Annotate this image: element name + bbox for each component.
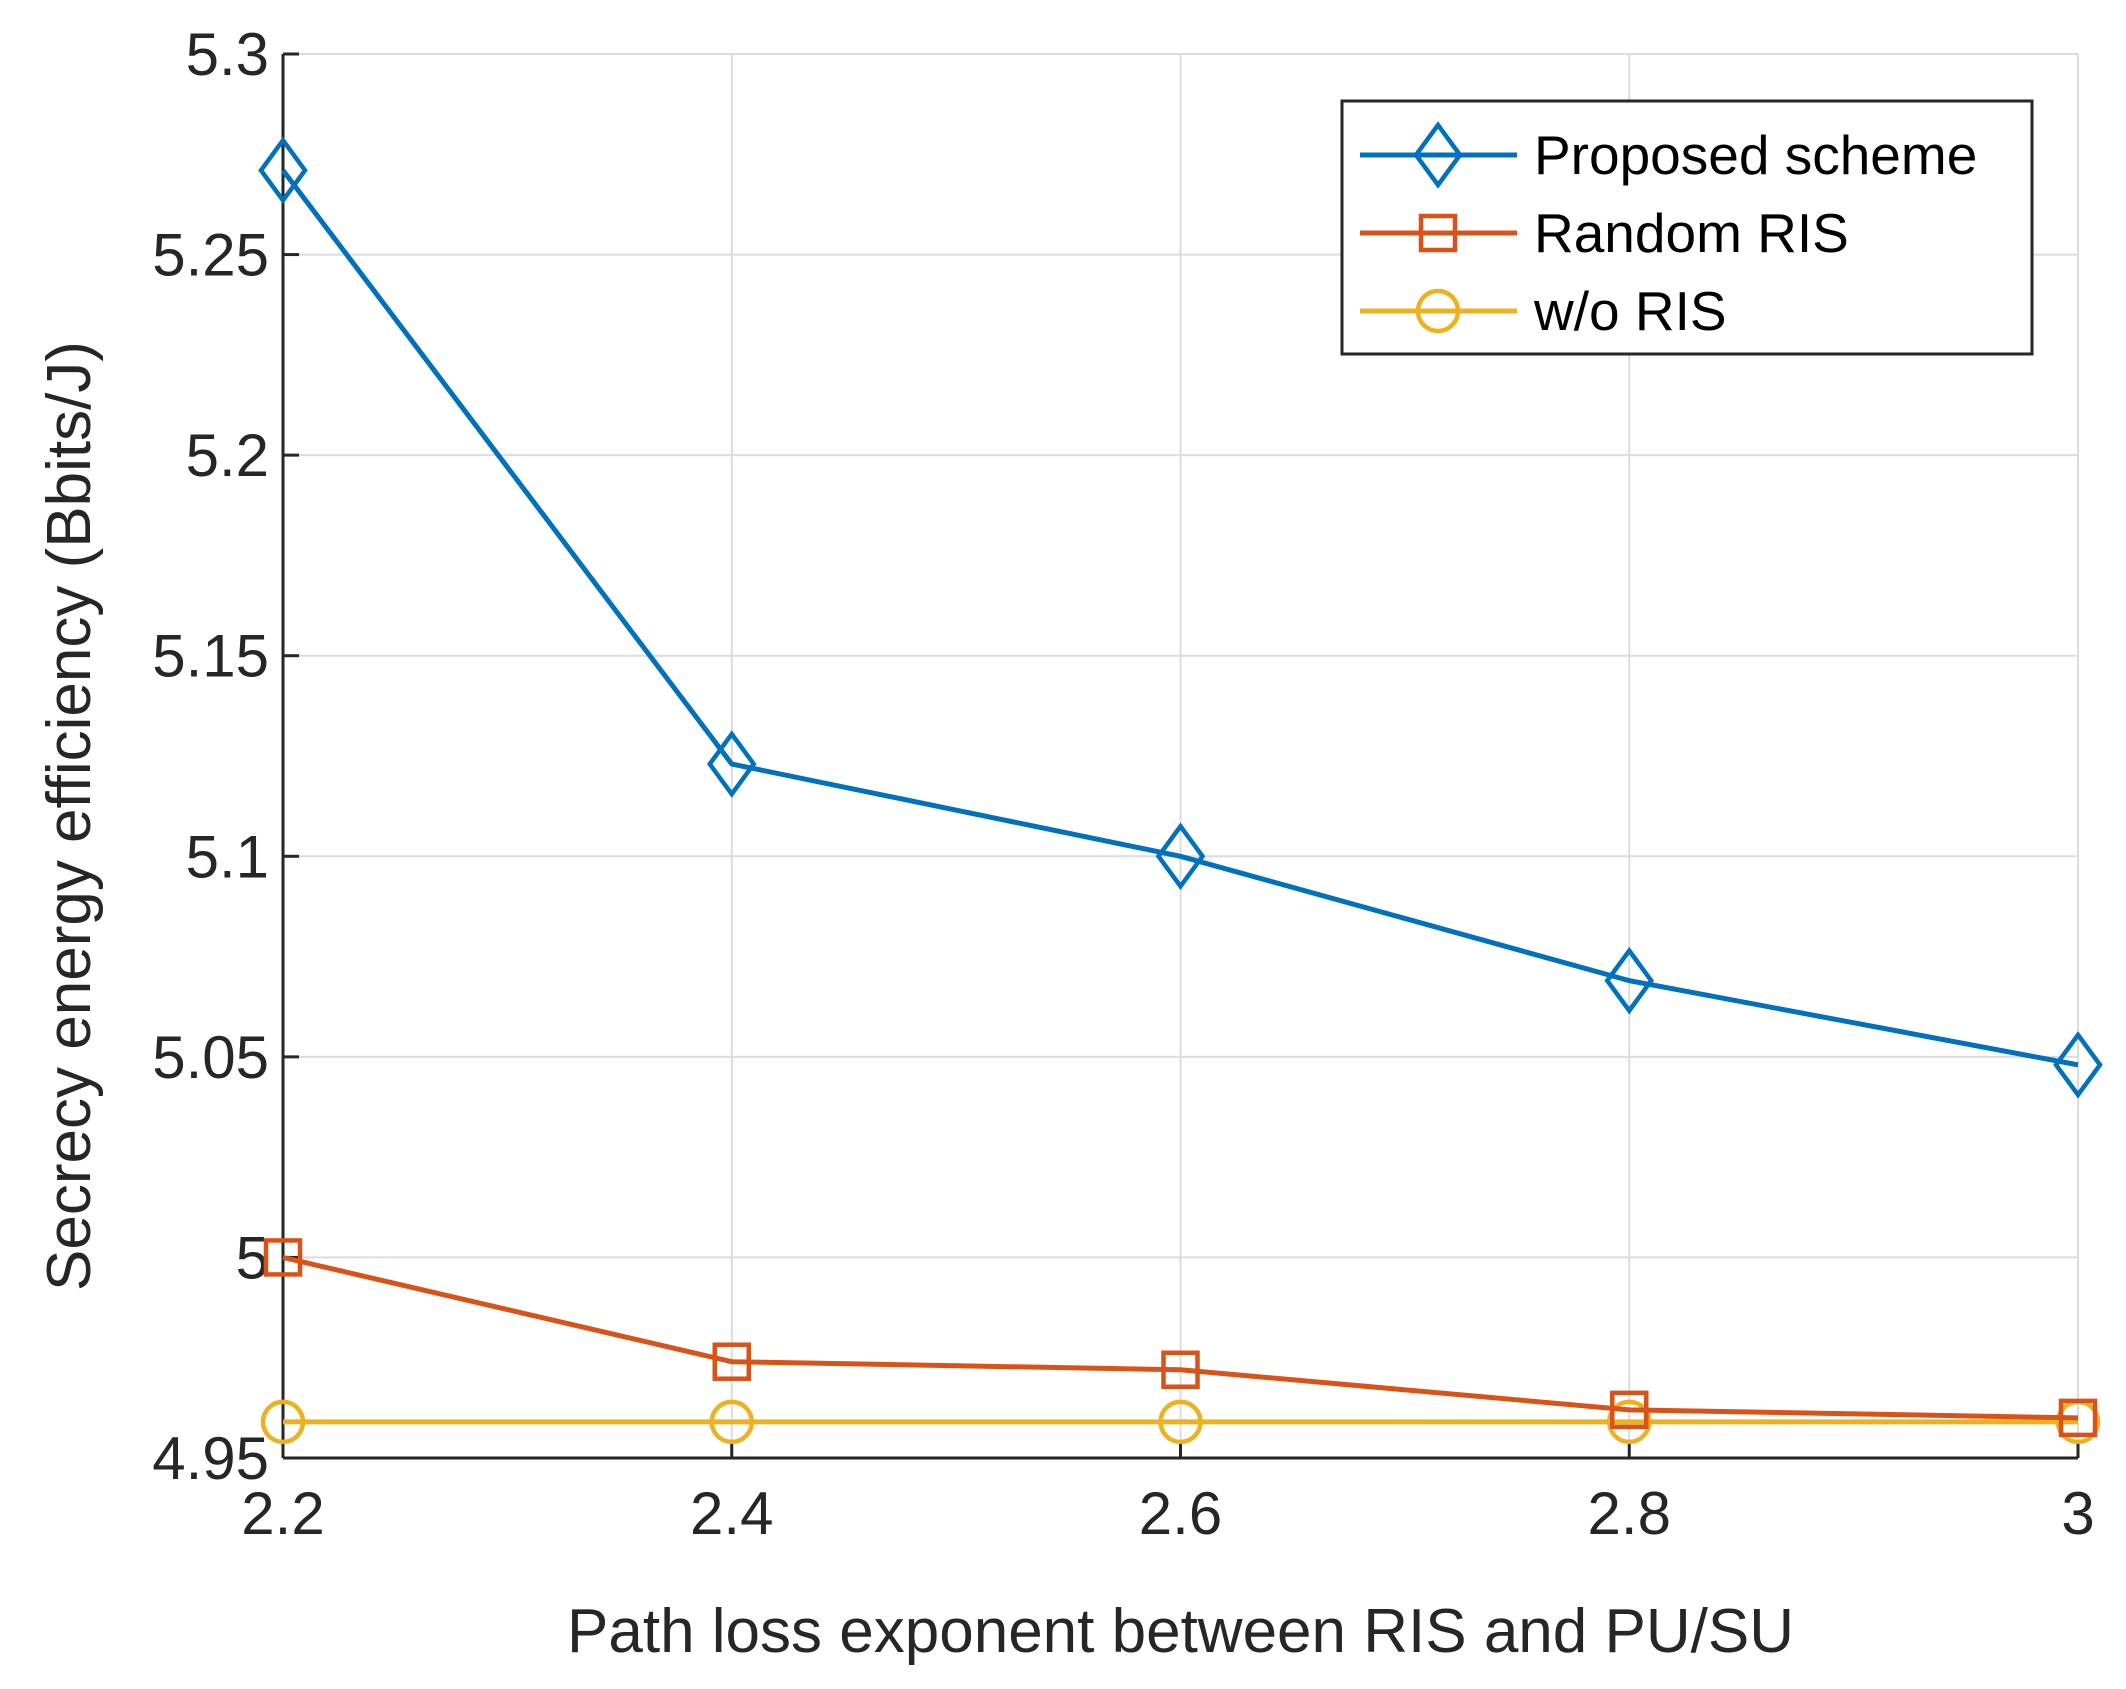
y-axis-ticks: 4.95 5 5.05 5.1 5.15 5.2 5.25 5.3 xyxy=(152,21,299,1492)
legend-marker-circle xyxy=(1415,288,1461,334)
legend-label: w/o RIS xyxy=(1533,280,1727,342)
x-tick-label: 2.4 xyxy=(690,1480,773,1547)
data-point-circle xyxy=(260,1399,306,1445)
legend: Proposed scheme Random RIS w/o RIS xyxy=(1340,99,2034,356)
x-tick-label: 3 xyxy=(2061,1480,2094,1547)
series-line xyxy=(282,1254,2079,1421)
legend-item: w/o RIS xyxy=(1360,280,1727,342)
x-tick-label: 2.8 xyxy=(1588,1480,1671,1547)
x-axis-ticks: 2.2 2.4 2.6 2.8 3 xyxy=(241,1442,2095,1547)
data-point-circle xyxy=(1158,1399,1203,1445)
y-tick-label: 5.25 xyxy=(152,222,269,289)
data-point-square xyxy=(2058,1398,2098,1438)
data-point-diamond xyxy=(2053,1031,2103,1099)
data-point-square xyxy=(1610,1390,1649,1430)
data-point-diamond xyxy=(258,136,308,205)
series-line xyxy=(281,168,2079,1068)
data-series xyxy=(258,136,2103,1445)
legend-marker-square xyxy=(1418,213,1458,253)
y-tick-label: 5 xyxy=(236,1224,269,1291)
data-point-circle xyxy=(1607,1399,1652,1445)
x-tick-label: 2.2 xyxy=(241,1480,324,1547)
y-tick-label: 5.1 xyxy=(186,823,269,890)
data-point-diamond xyxy=(1604,946,1655,1015)
legend-item: Proposed scheme xyxy=(1360,121,1977,189)
series-proposed-scheme xyxy=(258,136,2103,1099)
y-tick-label: 4.95 xyxy=(152,1425,269,1492)
legend-marker-diamond xyxy=(1413,121,1463,189)
y-tick-label: 5.2 xyxy=(186,422,269,489)
data-point-circle xyxy=(709,1399,754,1445)
x-axis-label: Path loss exponent between RIS and PU/SU xyxy=(567,1597,1794,1666)
legend-label: Random RIS xyxy=(1534,202,1849,264)
y-tick-label: 5.05 xyxy=(152,1024,269,1091)
y-tick-label: 5.15 xyxy=(152,623,269,690)
y-axis-label: Secrecy energy efficiency (Bbits/J) xyxy=(35,341,104,1291)
x-tick-label: 2.6 xyxy=(1139,1480,1222,1547)
series-random-ris xyxy=(263,1238,2098,1438)
data-point-square xyxy=(712,1342,751,1381)
data-point-diamond xyxy=(1155,822,1206,891)
y-tick-label: 5.3 xyxy=(186,21,269,88)
data-point-square xyxy=(263,1238,303,1277)
series-w-o-ris xyxy=(260,1399,2101,1445)
legend-item: Random RIS xyxy=(1360,202,1849,264)
data-point-square xyxy=(1161,1350,1200,1389)
legend-label: Proposed scheme xyxy=(1534,124,1977,186)
data-point-diamond xyxy=(706,730,757,798)
